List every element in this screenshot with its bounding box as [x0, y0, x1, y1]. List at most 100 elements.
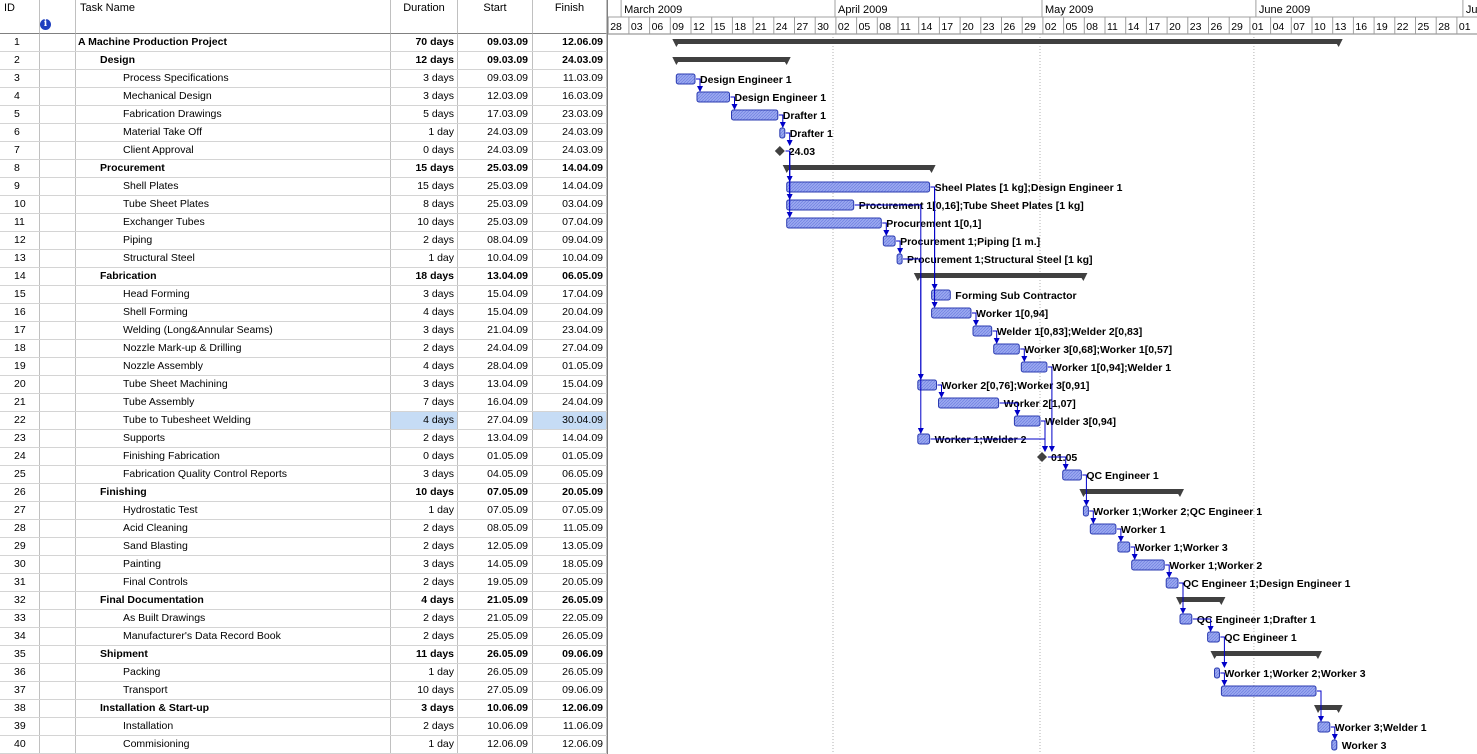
- task-name[interactable]: Exchanger Tubes: [76, 214, 391, 231]
- task-indicator[interactable]: [40, 520, 76, 537]
- task-name[interactable]: Finishing Fabrication: [76, 448, 391, 465]
- task-duration[interactable]: 2 days: [391, 538, 458, 555]
- task-start[interactable]: 17.03.09: [458, 106, 533, 123]
- task-start[interactable]: 24.03.09: [458, 142, 533, 159]
- task-finish[interactable]: 03.04.09: [533, 196, 607, 213]
- task-indicator[interactable]: [40, 196, 76, 213]
- task-row[interactable]: 6 Material Take Off 1 day 24.03.09 24.03.09: [0, 124, 607, 142]
- task-id[interactable]: 8: [0, 160, 40, 177]
- task-id[interactable]: 36: [0, 664, 40, 681]
- task-duration[interactable]: 70 days: [391, 34, 458, 51]
- task-finish[interactable]: 30.04.09: [533, 412, 607, 429]
- task-id[interactable]: 34: [0, 628, 40, 645]
- task-name[interactable]: Final Documentation: [76, 592, 391, 609]
- task-start[interactable]: 01.05.09: [458, 448, 533, 465]
- task-name[interactable]: Packing: [76, 664, 391, 681]
- task-finish[interactable]: 17.04.09: [533, 286, 607, 303]
- task-start[interactable]: 09.03.09: [458, 70, 533, 87]
- task-indicator[interactable]: [40, 232, 76, 249]
- task-indicator[interactable]: [40, 574, 76, 591]
- task-name[interactable]: Tube Sheet Machining: [76, 376, 391, 393]
- task-name[interactable]: Installation: [76, 718, 391, 735]
- task-row[interactable]: 10 Tube Sheet Plates 8 days 25.03.09 03.04.0…: [0, 196, 607, 214]
- task-id[interactable]: 15: [0, 286, 40, 303]
- task-start[interactable]: 13.04.09: [458, 268, 533, 285]
- task-id[interactable]: 21: [0, 394, 40, 411]
- task-indicator[interactable]: [40, 70, 76, 87]
- column-header-id[interactable]: ID: [0, 0, 40, 34]
- task-finish[interactable]: 14.04.09: [533, 178, 607, 195]
- task-name[interactable]: Tube Sheet Plates: [76, 196, 391, 213]
- task-finish[interactable]: 15.04.09: [533, 376, 607, 393]
- task-start[interactable]: 26.05.09: [458, 664, 533, 681]
- task-row[interactable]: 33 As Built Drawings 2 days 21.05.09 22.05.0…: [0, 610, 607, 628]
- task-duration[interactable]: 3 days: [391, 556, 458, 573]
- task-indicator[interactable]: [40, 34, 76, 51]
- task-finish[interactable]: 20.05.09: [533, 574, 607, 591]
- task-row[interactable]: 22 Tube to Tubesheet Welding 4 days 27.04.0…: [0, 412, 607, 430]
- task-duration[interactable]: 0 days: [391, 142, 458, 159]
- task-name[interactable]: Finishing: [76, 484, 391, 501]
- column-header-duration[interactable]: Duration: [391, 0, 458, 34]
- task-indicator[interactable]: [40, 448, 76, 465]
- task-duration[interactable]: 2 days: [391, 628, 458, 645]
- task-name[interactable]: Fabrication: [76, 268, 391, 285]
- task-start[interactable]: 16.04.09: [458, 394, 533, 411]
- gantt-chart[interactable]: March 2009 April 2009 May 2009 June 2009 Jul…: [607, 0, 1477, 754]
- task-id[interactable]: 6: [0, 124, 40, 141]
- task-row[interactable]: 12 Piping 2 days 08.04.09 09.04.09: [0, 232, 607, 250]
- task-indicator[interactable]: [40, 124, 76, 141]
- column-header-finish[interactable]: Finish: [533, 0, 607, 34]
- task-indicator[interactable]: [40, 592, 76, 609]
- task-row[interactable]: 13 Structural Steel 1 day 10.04.09 10.04.09: [0, 250, 607, 268]
- task-id[interactable]: 40: [0, 736, 40, 753]
- task-name[interactable]: Shell Plates: [76, 178, 391, 195]
- task-row[interactable]: 36 Packing 1 day 26.05.09 26.05.09: [0, 664, 607, 682]
- task-name[interactable]: As Built Drawings: [76, 610, 391, 627]
- task-finish[interactable]: 12.06.09: [533, 34, 607, 51]
- task-indicator[interactable]: [40, 412, 76, 429]
- task-id[interactable]: 35: [0, 646, 40, 663]
- task-duration[interactable]: 1 day: [391, 502, 458, 519]
- task-id[interactable]: 13: [0, 250, 40, 267]
- task-indicator[interactable]: [40, 736, 76, 753]
- task-duration[interactable]: 10 days: [391, 484, 458, 501]
- task-finish[interactable]: 11.05.09: [533, 520, 607, 537]
- task-finish[interactable]: 12.06.09: [533, 700, 607, 717]
- task-start[interactable]: 09.03.09: [458, 34, 533, 51]
- task-indicator[interactable]: [40, 376, 76, 393]
- task-indicator[interactable]: [40, 466, 76, 483]
- task-indicator[interactable]: [40, 160, 76, 177]
- task-indicator[interactable]: [40, 178, 76, 195]
- task-start[interactable]: 09.03.09: [458, 52, 533, 69]
- task-id[interactable]: 11: [0, 214, 40, 231]
- task-indicator[interactable]: [40, 304, 76, 321]
- task-name[interactable]: Client Approval: [76, 142, 391, 159]
- task-id[interactable]: 4: [0, 88, 40, 105]
- task-indicator[interactable]: [40, 628, 76, 645]
- task-name[interactable]: Nozzle Mark-up & Drilling: [76, 340, 391, 357]
- task-finish[interactable]: 06.05.09: [533, 466, 607, 483]
- task-duration[interactable]: 4 days: [391, 358, 458, 375]
- task-start[interactable]: 15.04.09: [458, 304, 533, 321]
- task-id[interactable]: 31: [0, 574, 40, 591]
- task-duration[interactable]: 5 days: [391, 106, 458, 123]
- task-duration[interactable]: 1 day: [391, 664, 458, 681]
- task-row[interactable]: 40 Commisioning 1 day 12.06.09 12.06.09: [0, 736, 607, 754]
- task-name[interactable]: Piping: [76, 232, 391, 249]
- task-row[interactable]: 35 Shipment 11 days 26.05.09 09.06.09: [0, 646, 607, 664]
- task-row[interactable]: 26 Finishing 10 days 07.05.09 20.05.09: [0, 484, 607, 502]
- task-id[interactable]: 7: [0, 142, 40, 159]
- task-row[interactable]: 15 Head Forming 3 days 15.04.09 17.04.09: [0, 286, 607, 304]
- task-row[interactable]: 28 Acid Cleaning 2 days 08.05.09 11.05.09: [0, 520, 607, 538]
- task-indicator[interactable]: [40, 268, 76, 285]
- task-id[interactable]: 12: [0, 232, 40, 249]
- task-name[interactable]: Transport: [76, 682, 391, 699]
- task-start[interactable]: 10.06.09: [458, 718, 533, 735]
- task-duration[interactable]: 12 days: [391, 52, 458, 69]
- task-indicator[interactable]: [40, 286, 76, 303]
- task-start[interactable]: 19.05.09: [458, 574, 533, 591]
- task-row[interactable]: 17 Welding (Long&Annular Seams) 3 days 21.0…: [0, 322, 607, 340]
- task-id[interactable]: 2: [0, 52, 40, 69]
- task-indicator[interactable]: [40, 502, 76, 519]
